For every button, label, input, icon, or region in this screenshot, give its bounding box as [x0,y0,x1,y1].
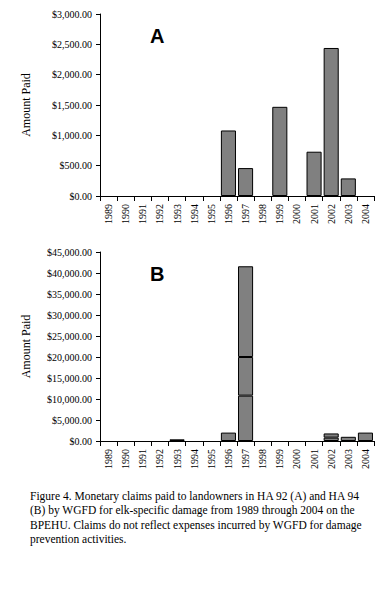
svg-text:1994: 1994 [189,204,200,224]
svg-text:2004: 2004 [360,449,371,469]
svg-text:$30,000.00: $30,000.00 [47,310,92,321]
svg-text:B: B [150,263,164,285]
svg-text:1998: 1998 [257,449,268,469]
svg-text:1992: 1992 [154,204,165,224]
svg-text:1990: 1990 [120,449,131,469]
svg-text:2002: 2002 [326,449,337,469]
svg-text:1996: 1996 [223,449,234,469]
svg-text:1997: 1997 [240,449,251,469]
svg-text:1991: 1991 [137,449,148,469]
svg-text:$15,000.00: $15,000.00 [47,373,92,384]
svg-text:1995: 1995 [206,204,217,224]
svg-text:$0.00: $0.00 [70,191,93,202]
svg-text:$10,000.00: $10,000.00 [47,394,92,405]
svg-text:$2,000.00: $2,000.00 [52,69,92,80]
svg-text:1998: 1998 [257,204,268,224]
svg-text:$20,000.00: $20,000.00 [47,352,92,363]
svg-text:1999: 1999 [274,204,285,224]
svg-text:$45,000.00: $45,000.00 [47,247,92,258]
svg-text:$1,000.00: $1,000.00 [52,130,92,141]
svg-text:1991: 1991 [137,204,148,224]
svg-text:2002: 2002 [326,204,337,224]
svg-text:$25,000.00: $25,000.00 [47,331,92,342]
svg-text:1997: 1997 [240,204,251,224]
svg-text:$5,000.00: $5,000.00 [52,415,92,426]
svg-text:$40,000.00: $40,000.00 [47,268,92,279]
svg-text:Amount Paid: Amount Paid [19,315,33,379]
svg-text:Amount Paid: Amount Paid [19,73,33,137]
svg-text:$2,500.00: $2,500.00 [52,39,92,50]
svg-text:1990: 1990 [120,204,131,224]
svg-text:1989: 1989 [103,449,114,469]
svg-text:2000: 2000 [291,204,302,224]
svg-text:2003: 2003 [343,204,354,224]
svg-text:2001: 2001 [309,449,320,469]
svg-text:2001: 2001 [309,204,320,224]
svg-text:2000: 2000 [291,449,302,469]
svg-text:1995: 1995 [206,449,217,469]
svg-text:1994: 1994 [189,449,200,469]
svg-text:1992: 1992 [154,449,165,469]
html-text:Figure 4. Monetary claims paid: Figure 4. Monetary claims paid to landow… [30,490,362,546]
svg-text:2004: 2004 [360,204,371,224]
svg-text:A: A [150,25,164,47]
svg-text:$3,000.00: $3,000.00 [52,9,92,20]
svg-text:$500.00: $500.00 [60,160,93,171]
svg-text:1993: 1993 [172,449,183,469]
svg-text:1989: 1989 [103,204,114,224]
svg-text:1999: 1999 [274,449,285,469]
svg-text:$1,500.00: $1,500.00 [52,100,92,111]
svg-text:2003: 2003 [343,449,354,469]
svg-text:$0.00: $0.00 [70,436,93,447]
svg-text:1993: 1993 [172,204,183,224]
svg-text:$35,000.00: $35,000.00 [47,289,92,300]
svg-text:1996: 1996 [223,204,234,224]
